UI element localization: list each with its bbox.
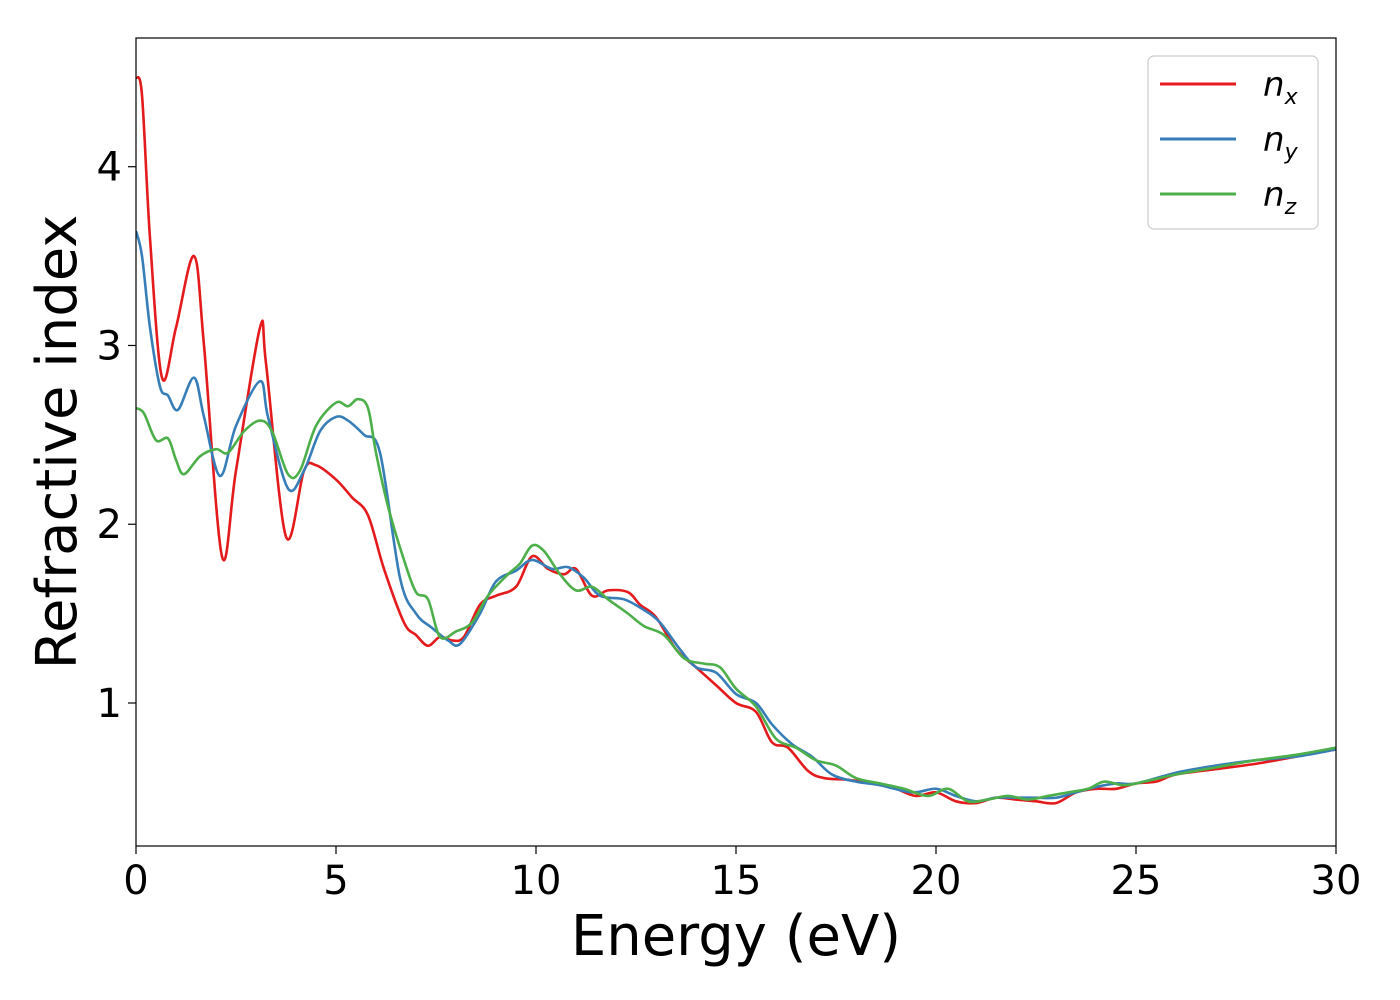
axes-frame xyxy=(135,37,1337,847)
legend-entry-nz: nz xyxy=(1160,175,1297,220)
series-line-nz xyxy=(136,397,1336,804)
y-tick-label: 1 xyxy=(97,681,122,727)
plot-area xyxy=(136,75,1336,805)
x-tick-label: 30 xyxy=(1311,858,1362,904)
x-tick-label: 20 xyxy=(911,858,962,904)
legend-entry-nx: nx xyxy=(1160,65,1299,110)
legend: nx ny nz xyxy=(1147,55,1319,230)
legend-label-nx: nx xyxy=(1263,65,1299,110)
x-tick-label: 5 xyxy=(323,858,348,904)
legend-label-ny: ny xyxy=(1263,120,1299,165)
y-axis-label: Refractive index xyxy=(25,215,90,670)
y-tick-label: 2 xyxy=(97,502,122,548)
y-tick-label: 3 xyxy=(97,323,122,369)
x-axis-label: Energy (eV) xyxy=(571,904,901,969)
x-axis: 0 5 10 15 20 25 30 xyxy=(123,846,1361,904)
y-tick-label: 4 xyxy=(97,145,122,191)
y-axis: 1 2 3 4 xyxy=(97,145,136,727)
legend-entry-ny: ny xyxy=(1160,120,1299,165)
legend-box xyxy=(1147,55,1319,230)
x-tick-label: 25 xyxy=(1111,858,1162,904)
legend-label-nz: nz xyxy=(1263,175,1297,220)
x-tick-label: 15 xyxy=(711,858,762,904)
series-line-ny xyxy=(136,230,1336,803)
x-tick-label: 0 xyxy=(123,858,148,904)
x-tick-label: 10 xyxy=(511,858,562,904)
